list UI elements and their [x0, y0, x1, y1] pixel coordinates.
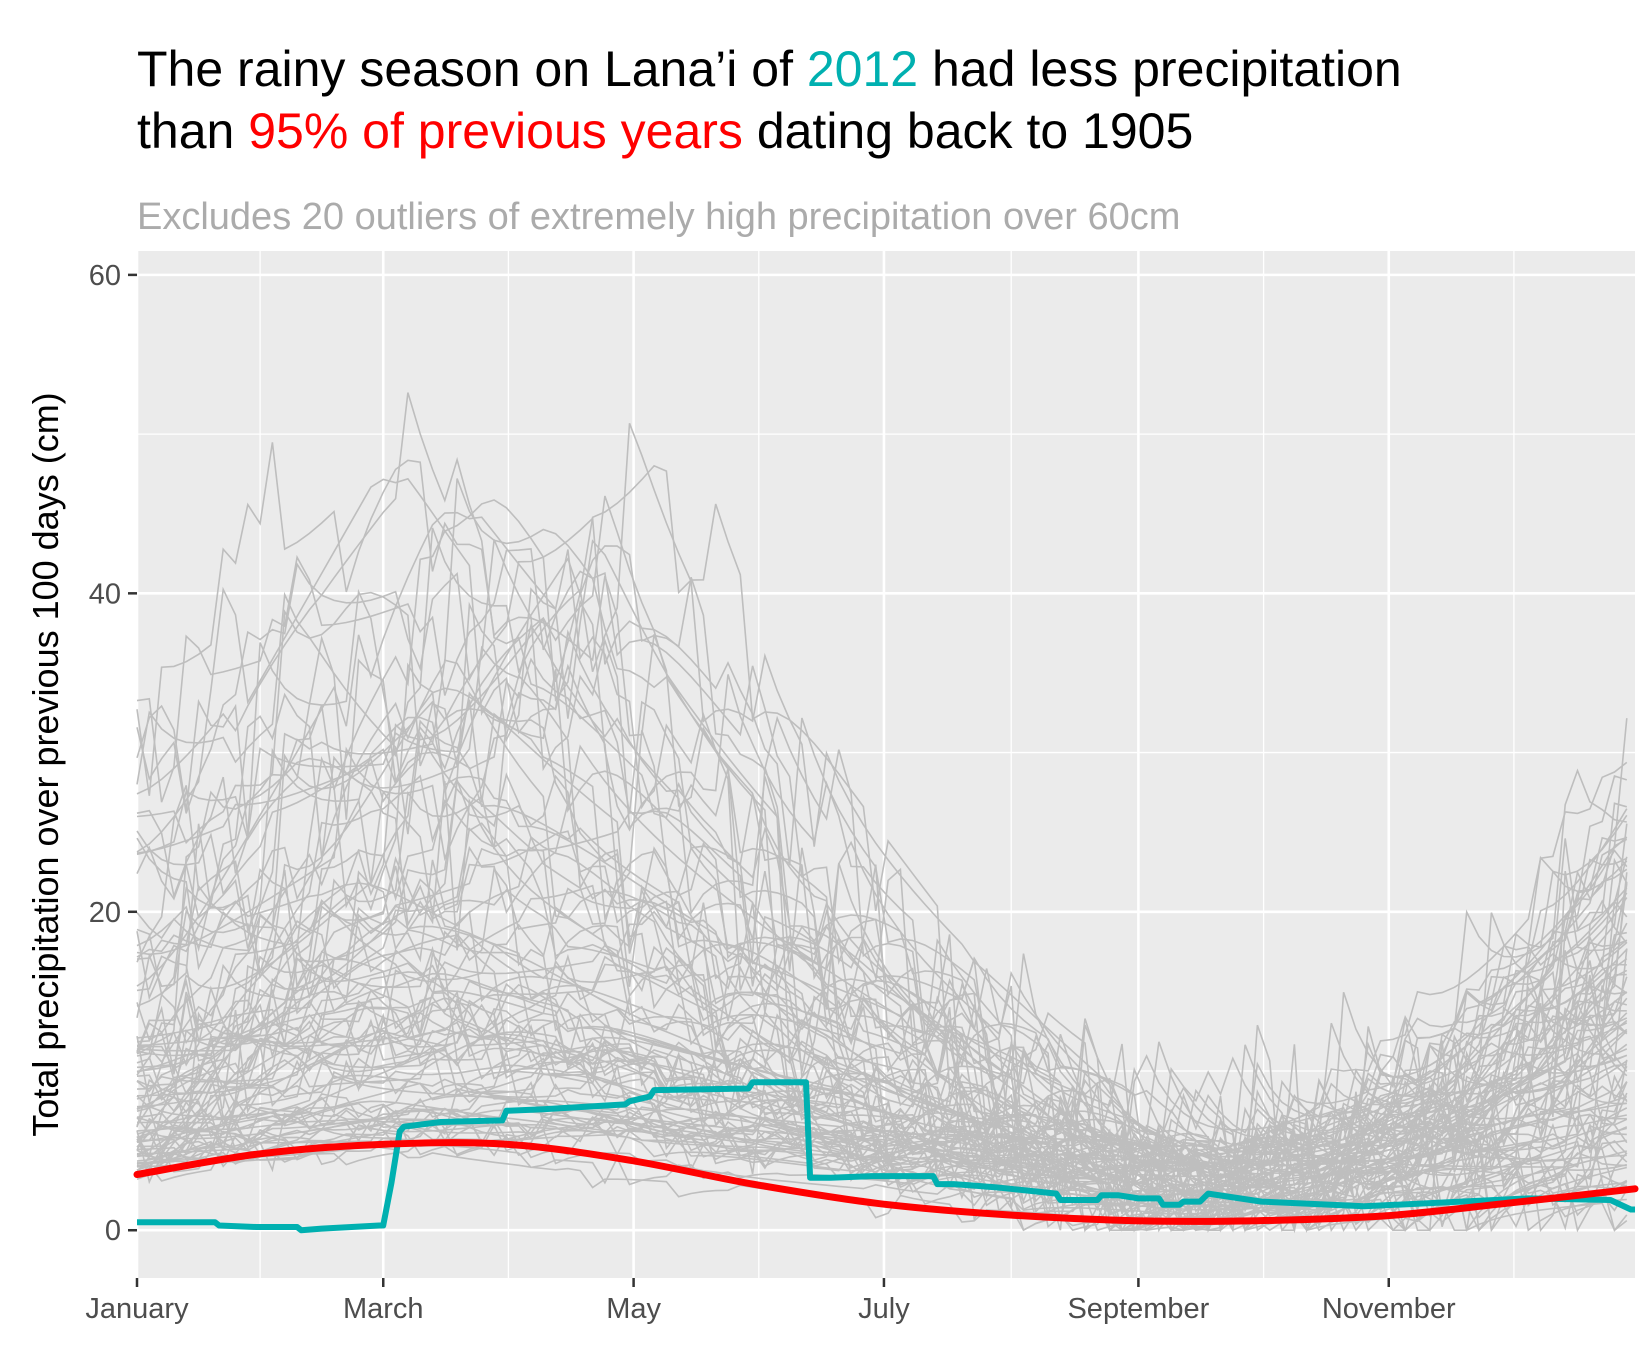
x-tick-label: May	[606, 1293, 661, 1325]
year-2012-line	[137, 1079, 1635, 1234]
background-year-line	[136, 982, 1628, 1187]
background-year-line	[136, 464, 1628, 1232]
x-tick-label: July	[858, 1293, 910, 1325]
background-year-line	[136, 674, 1628, 1217]
background-year-line	[136, 800, 1628, 1222]
background-year-line	[136, 761, 1628, 1175]
background-year-line	[136, 516, 1627, 1233]
background-year-line	[136, 499, 1628, 1234]
y-axis-title: Total precipitation over previous 100 da…	[25, 392, 66, 1136]
background-year-line	[136, 868, 1627, 1232]
x-axis: January March May July September November	[85, 1278, 1456, 1325]
title-text-2a: than	[137, 103, 249, 159]
chart-subtitle: Excludes 20 outliers of extremely high p…	[137, 196, 1181, 238]
title-text-2c: dating back to 1905	[742, 103, 1194, 159]
background-year-line	[136, 511, 1628, 1231]
background-year-lines	[136, 392, 1628, 1234]
background-year-line	[136, 808, 1628, 1194]
background-year-line	[136, 757, 1628, 1232]
background-year-line	[136, 814, 1628, 1175]
background-year-line	[136, 1036, 1628, 1226]
series-lines	[133, 1079, 1639, 1234]
background-year-line	[136, 1016, 1628, 1214]
background-year-line	[136, 669, 1628, 1233]
background-year-line	[136, 945, 1628, 1202]
y-tick-label: 60	[89, 260, 121, 292]
x-tick-label: September	[1067, 1293, 1209, 1325]
background-year-line	[136, 392, 1628, 1233]
background-year-line	[136, 539, 1628, 1232]
title-line-2: than 95% of previous years dating back t…	[137, 100, 1402, 162]
y-tick-label: 20	[89, 897, 121, 929]
title-line-1: The rainy season on Lana’i of 2012 had l…	[137, 38, 1402, 100]
title-text-1a: The rainy season on Lana’i of	[137, 41, 807, 97]
background-year-line	[136, 423, 1628, 1233]
x-tick-label: January	[85, 1293, 189, 1325]
background-year-line	[136, 868, 1628, 1232]
background-year-line	[136, 591, 1628, 1233]
background-year-line	[136, 897, 1628, 1230]
background-year-line	[136, 963, 1627, 1156]
y-tick-label: 40	[89, 578, 121, 610]
background-year-line	[136, 810, 1628, 1213]
background-year-line	[136, 477, 1628, 1198]
background-year-line	[136, 691, 1627, 1219]
chart-title: The rainy season on Lana’i of 2012 had l…	[137, 38, 1402, 162]
y-tick-label: 0	[105, 1215, 121, 1247]
threshold-95pct-line	[133, 1139, 1639, 1225]
background-year-line	[136, 716, 1627, 1221]
background-year-line	[136, 860, 1628, 1169]
background-year-line	[136, 971, 1627, 1182]
x-tick-label: November	[1322, 1293, 1456, 1325]
y-axis: 0 20 40 60	[89, 260, 137, 1247]
title-highlight-threshold: 95% of previous years	[248, 103, 743, 159]
background-year-line	[136, 1074, 1627, 1171]
x-tick-label: March	[343, 1293, 424, 1325]
background-year-line	[136, 884, 1628, 1233]
title-text-1c: had less precipitation	[918, 41, 1402, 97]
title-highlight-year: 2012	[806, 41, 919, 97]
